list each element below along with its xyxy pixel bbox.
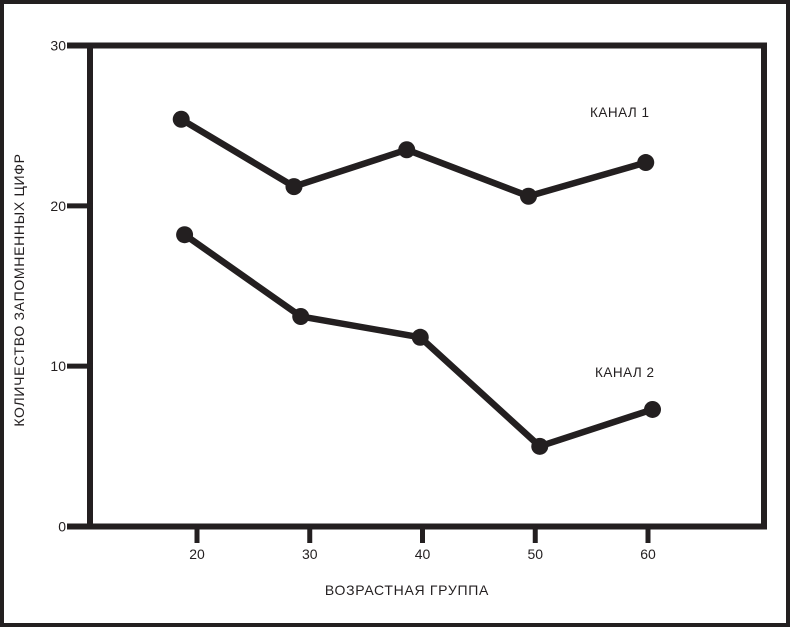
data-point-series1-x30	[285, 178, 303, 196]
y-tick-label-30: 30	[50, 38, 66, 54]
x-tick-label-30: 30	[302, 546, 318, 562]
y-tick-label-0: 0	[58, 519, 66, 535]
x-tick-label-20: 20	[189, 546, 205, 562]
plot-area	[67, 42, 767, 543]
data-point-series1-x20	[172, 110, 190, 128]
x-axis-title: ВОЗРАСТНАЯ ГРУППА	[325, 582, 489, 598]
x-tick-label-50: 50	[527, 546, 543, 562]
data-point-series1-x60	[637, 154, 655, 172]
data-point-series2-x20	[176, 226, 194, 244]
series-label-channel-2: КАНАЛ 2	[595, 365, 655, 380]
y-tick-label-10: 10	[50, 358, 66, 374]
data-point-series1-x50	[519, 187, 537, 205]
data-point-series1-x40	[398, 141, 416, 159]
data-point-series2-x50	[531, 437, 549, 455]
data-point-series2-x40	[411, 328, 429, 346]
y-tick-label-20: 20	[50, 198, 66, 214]
y-axis-title: КОЛИЧЕСТВО ЗАПОМНЕННЫХ ЦИФР	[11, 153, 27, 426]
data-point-series2-x60	[644, 400, 662, 418]
x-tick-label-40: 40	[415, 546, 431, 562]
x-tick-label-60: 60	[640, 546, 656, 562]
series-label-channel-1: КАНАЛ 1	[590, 105, 650, 120]
series-line-1	[177, 116, 649, 200]
data-point-series2-x30	[292, 307, 310, 325]
